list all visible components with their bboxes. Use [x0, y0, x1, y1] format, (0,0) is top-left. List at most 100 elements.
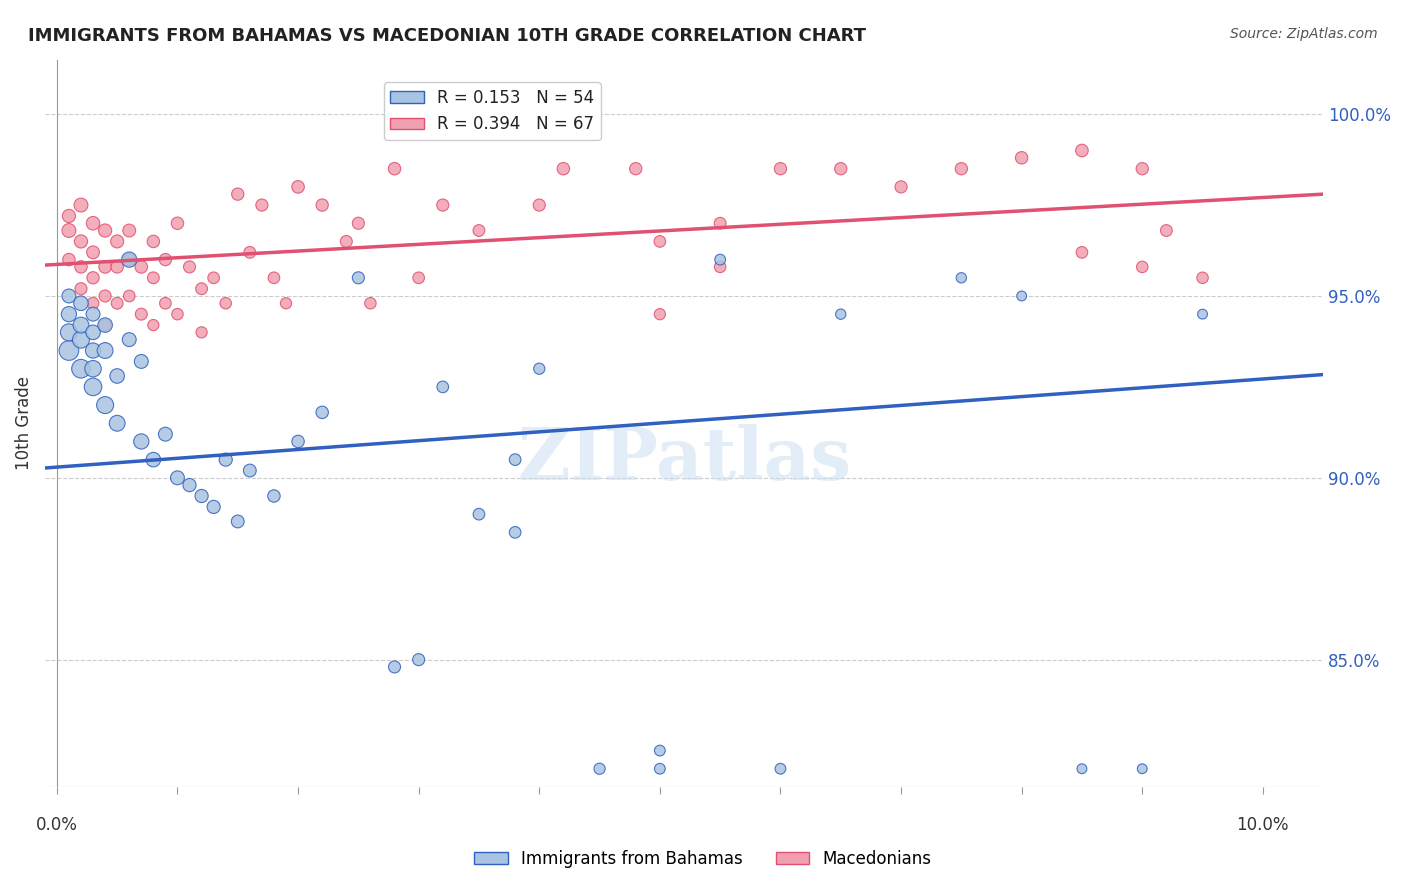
Point	[105, 235, 128, 249]
Point	[263, 489, 285, 503]
Point	[250, 198, 273, 212]
Point	[82, 380, 104, 394]
Point	[890, 798, 912, 813]
Point	[82, 326, 104, 340]
Point	[830, 161, 852, 176]
Point	[274, 296, 297, 310]
Point	[70, 282, 93, 296]
Point	[58, 307, 80, 321]
Point	[709, 252, 731, 267]
Point	[142, 318, 165, 332]
Y-axis label: 10th Grade: 10th Grade	[15, 376, 32, 470]
Point	[129, 354, 152, 368]
Point	[287, 434, 309, 449]
Point	[408, 270, 430, 285]
Point	[226, 187, 249, 202]
Point	[105, 369, 128, 384]
Point	[432, 380, 454, 394]
Point	[648, 307, 671, 321]
Point	[70, 296, 93, 310]
Point	[202, 270, 225, 285]
Point	[287, 180, 309, 194]
Point	[142, 452, 165, 467]
Point	[529, 361, 551, 376]
Point	[70, 198, 93, 212]
Point	[239, 464, 262, 478]
Point	[70, 361, 93, 376]
Point	[890, 180, 912, 194]
Point	[70, 260, 93, 274]
Point	[190, 282, 212, 296]
Text: 10.0%: 10.0%	[1237, 816, 1289, 834]
Point	[58, 223, 80, 237]
Point	[94, 318, 117, 332]
Point	[118, 252, 141, 267]
Point	[118, 289, 141, 303]
Point	[226, 515, 249, 529]
Point	[105, 260, 128, 274]
Point	[118, 223, 141, 237]
Point	[468, 507, 491, 521]
Point	[82, 296, 104, 310]
Point	[215, 296, 238, 310]
Point	[94, 343, 117, 358]
Point	[94, 318, 117, 332]
Point	[408, 653, 430, 667]
Point	[179, 260, 201, 274]
Point	[1130, 260, 1153, 274]
Point	[58, 289, 80, 303]
Point	[950, 270, 973, 285]
Point	[94, 289, 117, 303]
Point	[129, 260, 152, 274]
Point	[82, 245, 104, 260]
Point	[58, 343, 80, 358]
Text: Source: ZipAtlas.com: Source: ZipAtlas.com	[1230, 27, 1378, 41]
Point	[709, 216, 731, 230]
Point	[94, 260, 117, 274]
Point	[648, 762, 671, 776]
Point	[1191, 270, 1213, 285]
Point	[82, 307, 104, 321]
Point	[709, 260, 731, 274]
Point	[239, 245, 262, 260]
Text: 0.0%: 0.0%	[37, 816, 77, 834]
Point	[359, 296, 381, 310]
Point	[1071, 245, 1094, 260]
Point	[769, 762, 792, 776]
Point	[118, 333, 141, 347]
Point	[70, 235, 93, 249]
Point	[263, 270, 285, 285]
Point	[142, 235, 165, 249]
Point	[529, 198, 551, 212]
Point	[215, 452, 238, 467]
Point	[155, 252, 177, 267]
Point	[129, 434, 152, 449]
Point	[70, 318, 93, 332]
Point	[468, 223, 491, 237]
Point	[82, 216, 104, 230]
Point	[58, 252, 80, 267]
Point	[155, 296, 177, 310]
Point	[190, 326, 212, 340]
Point	[1071, 762, 1094, 776]
Point	[311, 198, 333, 212]
Point	[190, 489, 212, 503]
Point	[335, 235, 357, 249]
Point	[1011, 151, 1033, 165]
Point	[58, 326, 80, 340]
Text: ZIPatlas: ZIPatlas	[517, 424, 851, 495]
Point	[950, 161, 973, 176]
Point	[94, 398, 117, 412]
Point	[384, 660, 406, 674]
Point	[1011, 289, 1033, 303]
Point	[432, 198, 454, 212]
Point	[58, 209, 80, 223]
Point	[769, 161, 792, 176]
Point	[648, 743, 671, 757]
Point	[166, 307, 188, 321]
Point	[70, 333, 93, 347]
Point	[105, 417, 128, 431]
Point	[1130, 762, 1153, 776]
Point	[624, 161, 647, 176]
Point	[588, 762, 610, 776]
